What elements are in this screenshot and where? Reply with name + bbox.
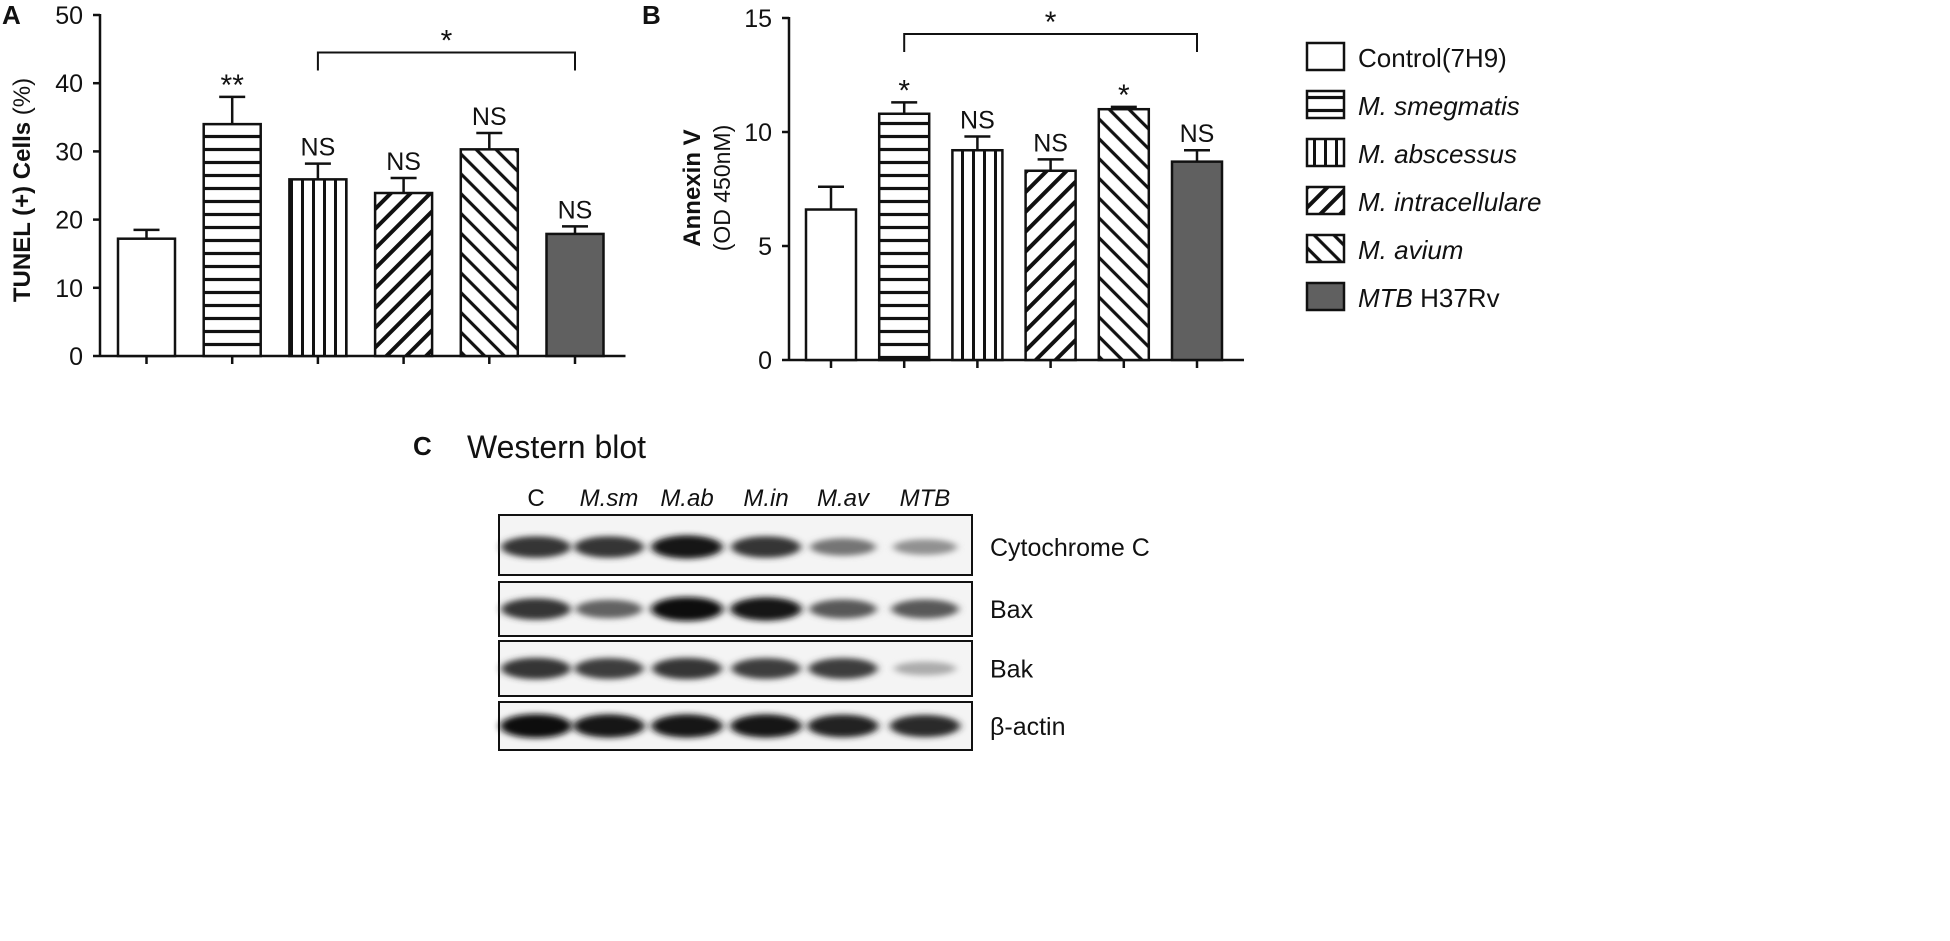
panel-letter-b: B <box>642 0 661 30</box>
chart-a-y-axis-label: TUNEL (+) Cells (%) <box>9 78 36 302</box>
chart-b-y-tick-label: 10 <box>744 119 772 147</box>
blot-band-1-2 <box>651 597 723 621</box>
blot-lane-label-4: M.av <box>817 485 871 512</box>
blot-band-2-2 <box>652 657 722 680</box>
western-blot: C Western blot C M.sm M.ab M.in M.av MTB Cytoc… <box>413 429 1150 751</box>
legend-swatch-1 <box>1305 89 1346 120</box>
chart-a-significance-bracket <box>316 51 576 71</box>
chart-a-tunel: A TUNEL (+) Cells (%) 0 10 20 30 40 50 ** NS NS N… <box>2 0 626 371</box>
blot-row-label-3: β-actin <box>990 713 1066 741</box>
blot-band-2-5 <box>894 661 956 676</box>
chart-a-bar-1 <box>202 122 262 358</box>
chart-b-y-tick-label: 5 <box>758 233 772 261</box>
chart-b-bar-2 <box>951 148 1004 362</box>
blot-row-label-0: Cytochrome C <box>990 534 1150 562</box>
chart-a-sig-label-3: NS <box>386 148 421 176</box>
chart-a-y-tick-label: 50 <box>55 2 83 30</box>
chart-b-sig-label-4: * <box>1118 79 1130 112</box>
blot-band-0-3 <box>731 536 801 558</box>
chart-b-significance-bracket <box>903 32 1198 52</box>
chart-b-sig-label-3: NS <box>1033 129 1068 157</box>
panel-letter-a: A <box>2 0 21 30</box>
chart-a-bar-4 <box>459 148 520 358</box>
chart-a-y-tick-label: 20 <box>55 207 83 235</box>
chart-b-annexin: B Annexin V (OD 450nM) 0 5 10 15 * NS NS * NS * <box>642 0 1244 375</box>
chart-b-bar-0 <box>804 208 858 362</box>
blot-band-1-0 <box>501 598 571 620</box>
blot-band-3-3 <box>730 714 802 738</box>
chart-b-y-tick-label: 15 <box>744 5 772 33</box>
blot-band-1-5 <box>891 599 959 619</box>
chart-b-sig-label-5: NS <box>1180 120 1215 148</box>
legend-label-4: M. avium <box>1358 235 1463 265</box>
blot-band-3-4 <box>807 714 879 738</box>
chart-b-bar-4 <box>1097 107 1151 362</box>
chart-b-sig-label-1: * <box>898 74 910 107</box>
legend-swatch-3 <box>1305 185 1346 216</box>
chart-a-bar-2 <box>288 178 348 358</box>
chart-a-y-tick-label: 30 <box>55 138 83 166</box>
chart-b-y-tick-label: 0 <box>758 347 772 375</box>
blot-lane-label-1: M.sm <box>580 485 639 512</box>
legend-label-3: M. intracellulare <box>1358 187 1542 217</box>
blot-band-3-1 <box>573 714 645 738</box>
chart-a-bracket-label: * <box>441 25 453 58</box>
legend-label-2: M. abscessus <box>1358 139 1517 169</box>
chart-a-y-tick-label: 40 <box>55 70 83 98</box>
blot-band-3-5 <box>889 714 961 738</box>
blot-band-0-5 <box>893 539 957 555</box>
blot-band-1-3 <box>730 597 802 621</box>
chart-b-sig-label-2: NS <box>960 107 995 135</box>
chart-a-y-tick-label: 0 <box>69 343 83 371</box>
legend-swatch-4 <box>1305 233 1346 264</box>
blot-band-0-2 <box>651 535 723 559</box>
chart-a-sig-label-2: NS <box>301 134 336 162</box>
blot-band-2-4 <box>808 658 878 679</box>
western-blot-title: Western blot <box>467 429 646 465</box>
blot-lane-label-0: C <box>527 485 544 512</box>
chart-a-bar-0 <box>116 237 177 358</box>
legend-label-5: MTB H37Rv <box>1358 283 1500 313</box>
chart-b-y-axis-label: Annexin V <box>679 129 706 246</box>
blot-row-label-2: Bak <box>990 656 1034 684</box>
legend-label-0: Control(7H9) <box>1358 43 1507 73</box>
blot-band-2-3 <box>731 658 801 679</box>
chart-b-bar-1 <box>877 112 931 362</box>
panel-letter-c: C <box>413 431 432 461</box>
blot-band-3-0 <box>500 714 572 738</box>
blot-lane-label-3: M.in <box>743 485 788 512</box>
chart-a-sig-label-5: NS <box>558 196 593 224</box>
chart-a-bar-3 <box>373 191 434 358</box>
blot-lane-label-5: MTB <box>900 485 951 512</box>
blot-band-0-0 <box>501 536 571 558</box>
chart-a-sig-label-1: ** <box>221 69 245 102</box>
legend-swatch-0 <box>1305 41 1346 72</box>
legend: Control(7H9) M. smegmatis M. abscessus M. i… <box>1305 41 1542 313</box>
chart-b-bar-5 <box>1170 160 1224 362</box>
blot-band-0-1 <box>574 536 644 558</box>
chart-b-y-axis-unit: (OD 450nM) <box>709 125 735 252</box>
blot-band-2-0 <box>501 657 571 680</box>
chart-b-bar-3 <box>1024 169 1077 362</box>
chart-a-y-tick-label: 10 <box>55 275 83 303</box>
legend-label-1: M. smegmatis <box>1358 91 1520 121</box>
blot-row-label-1: Bax <box>990 596 1034 624</box>
chart-b-bracket-label: * <box>1045 6 1057 39</box>
blot-lane-label-2: M.ab <box>660 485 713 512</box>
chart-a-bar-5 <box>545 232 605 358</box>
legend-swatch-2 <box>1305 137 1346 168</box>
blot-band-0-4 <box>810 538 876 556</box>
legend-swatch-5 <box>1305 281 1346 312</box>
blot-band-1-1 <box>575 599 643 619</box>
blot-band-3-2 <box>651 714 723 738</box>
blot-band-2-1 <box>574 658 644 679</box>
chart-a-sig-label-4: NS <box>472 103 507 131</box>
blot-band-1-4 <box>809 599 877 619</box>
